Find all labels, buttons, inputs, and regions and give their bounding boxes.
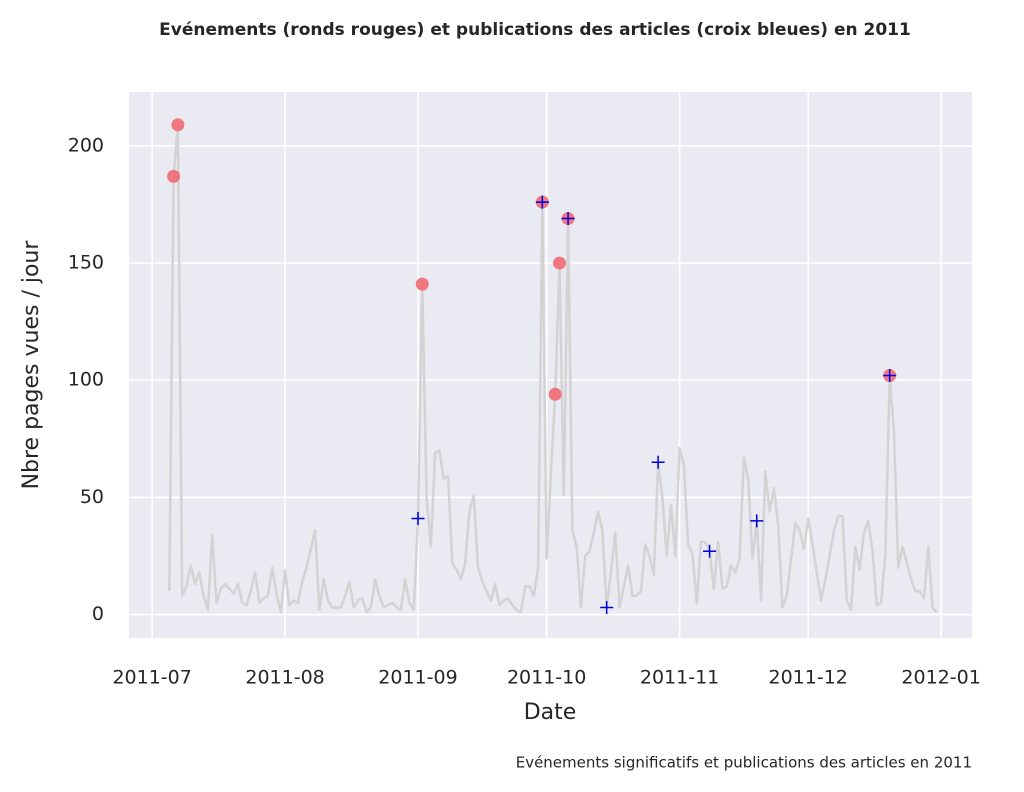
x-tick-label: 2011-08 [245, 667, 324, 689]
x-tick-label: 2011-09 [378, 667, 457, 689]
y-tick-label: 0 [92, 603, 104, 625]
x-tick-label: 2011-07 [112, 667, 191, 689]
article-cross [750, 514, 764, 528]
caption: Evénements significatifs et publications… [516, 754, 972, 772]
article-cross [535, 195, 549, 209]
event-dot [167, 169, 181, 183]
x-tick-label: 2012-01 [901, 667, 980, 689]
x-tick-label: 2011-12 [769, 667, 848, 689]
y-axis-label: Nbre pages vues / jour [19, 240, 44, 490]
article-cross [600, 601, 614, 615]
y-tick-label: 100 [68, 369, 104, 391]
chart-title: Evénements (ronds rouges) et publication… [159, 20, 911, 40]
article-cross [883, 369, 897, 383]
article-cross [651, 455, 665, 469]
article-cross [411, 511, 425, 525]
event-dot [553, 256, 567, 270]
x-axis-label: Date [524, 700, 577, 725]
event-dot [415, 277, 429, 291]
y-tick-label: 200 [68, 134, 104, 156]
y-tick-label: 150 [68, 252, 104, 274]
event-dot [171, 118, 185, 132]
event-dot [548, 387, 562, 401]
marks [167, 118, 938, 615]
data-line [168, 123, 938, 614]
article-cross [703, 544, 717, 558]
article-cross [561, 212, 575, 226]
x-tick-label: 2011-10 [507, 667, 586, 689]
x-tick-label: 2011-11 [640, 667, 719, 689]
y-tick-label: 50 [80, 486, 104, 508]
